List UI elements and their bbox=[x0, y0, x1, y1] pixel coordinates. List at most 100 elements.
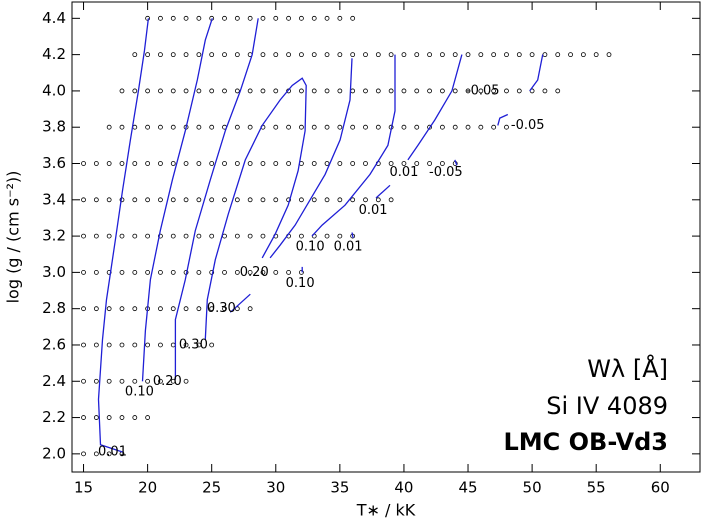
grid-point bbox=[183, 161, 189, 166]
contour-line bbox=[97, 18, 150, 453]
grid-point bbox=[414, 88, 420, 94]
grid-point bbox=[465, 88, 471, 94]
grid-point bbox=[93, 197, 99, 203]
grid-point bbox=[170, 342, 176, 348]
grid-point bbox=[170, 52, 176, 58]
grid-point bbox=[337, 15, 343, 21]
y-tick-label: 2.6 bbox=[42, 335, 66, 353]
grid-point bbox=[183, 342, 189, 348]
grid-point bbox=[158, 233, 163, 239]
grid-point bbox=[145, 233, 151, 239]
grid-point bbox=[286, 269, 291, 275]
grid-point bbox=[286, 15, 291, 21]
y-tick-label: 3.4 bbox=[42, 190, 66, 208]
grid-point bbox=[388, 197, 394, 203]
x-tick-label: 55 bbox=[587, 479, 606, 497]
grid-point bbox=[247, 88, 253, 94]
contour-line bbox=[375, 184, 391, 199]
grid-point bbox=[196, 15, 202, 21]
grid-point bbox=[93, 269, 99, 275]
grid-point bbox=[555, 52, 561, 58]
grid-point bbox=[196, 88, 202, 94]
grid-point bbox=[222, 306, 227, 312]
contour-label: 0.01 bbox=[98, 445, 127, 460]
grid-point bbox=[311, 15, 317, 21]
grid-point bbox=[170, 124, 176, 130]
grid-point bbox=[183, 88, 189, 94]
grid-point bbox=[158, 342, 163, 348]
x-tick-label: 20 bbox=[138, 479, 157, 497]
grid-point bbox=[222, 88, 227, 94]
grid-point bbox=[350, 197, 356, 203]
grid-point bbox=[158, 88, 163, 94]
grid-point bbox=[324, 233, 330, 239]
y-tick-label: 2.8 bbox=[42, 299, 66, 317]
grid-point bbox=[273, 197, 279, 203]
contour-line bbox=[311, 54, 396, 237]
grid-point bbox=[247, 161, 253, 166]
y-tick-label: 3.8 bbox=[42, 118, 66, 136]
grid-point bbox=[93, 415, 99, 420]
grid-point bbox=[337, 124, 343, 130]
grid-point bbox=[491, 88, 497, 94]
grid-point bbox=[132, 306, 138, 312]
grid-point bbox=[375, 88, 381, 94]
grid-point bbox=[183, 233, 189, 239]
grid-point bbox=[196, 342, 202, 348]
grid-point bbox=[209, 306, 215, 312]
grid-point bbox=[234, 124, 240, 130]
grid-point bbox=[119, 378, 125, 384]
grid-point bbox=[414, 124, 420, 130]
grid-point bbox=[145, 161, 151, 166]
grid-point bbox=[363, 52, 368, 58]
y-tick-label: 2.4 bbox=[42, 372, 66, 390]
grid-point bbox=[132, 342, 138, 348]
contour-line bbox=[407, 54, 463, 161]
grid-point bbox=[132, 197, 138, 203]
grid-point bbox=[158, 378, 163, 384]
grid-point bbox=[222, 269, 227, 275]
grid-point bbox=[311, 197, 317, 203]
y-tick-label: 2.0 bbox=[42, 444, 66, 462]
grid-point bbox=[234, 52, 240, 58]
y-axis-label: log (g / (cm s⁻²)) bbox=[4, 171, 23, 304]
grid-point bbox=[324, 15, 330, 21]
grid-point bbox=[401, 88, 407, 94]
grid-point bbox=[93, 342, 99, 348]
grid-point bbox=[93, 378, 99, 384]
grid-point bbox=[145, 415, 151, 420]
contour-label: -0.05 bbox=[429, 165, 463, 180]
y-tick-label: 3.0 bbox=[42, 263, 66, 281]
y-tick-label: 3.6 bbox=[42, 154, 66, 172]
grid-point bbox=[286, 124, 291, 130]
grid-point bbox=[311, 88, 317, 94]
grid-point bbox=[273, 124, 279, 130]
y-tick-label: 4.4 bbox=[42, 9, 66, 27]
grid-point bbox=[196, 124, 202, 130]
grid-point bbox=[260, 161, 266, 166]
grid-point bbox=[465, 124, 471, 130]
grid-point bbox=[222, 161, 227, 166]
grid-point bbox=[337, 197, 343, 203]
grid-point bbox=[273, 88, 279, 94]
grid-point bbox=[299, 15, 304, 21]
grid-point bbox=[81, 161, 86, 166]
grid-point bbox=[145, 88, 151, 94]
grid-point bbox=[337, 233, 343, 239]
grid-point bbox=[209, 52, 215, 58]
grid-point bbox=[93, 451, 99, 457]
grid-point bbox=[81, 233, 86, 239]
grid-point bbox=[299, 52, 304, 58]
grid-point bbox=[196, 52, 202, 58]
grid-point bbox=[388, 52, 394, 58]
grid-point bbox=[209, 233, 215, 239]
contour-line bbox=[454, 159, 458, 166]
grid-point bbox=[234, 15, 240, 21]
grid-point bbox=[196, 233, 202, 239]
contour-label: -0.05 bbox=[511, 118, 545, 133]
grid-point bbox=[260, 197, 266, 203]
grid-point bbox=[106, 415, 112, 420]
grid-point bbox=[119, 233, 125, 239]
grid-point bbox=[196, 161, 202, 166]
